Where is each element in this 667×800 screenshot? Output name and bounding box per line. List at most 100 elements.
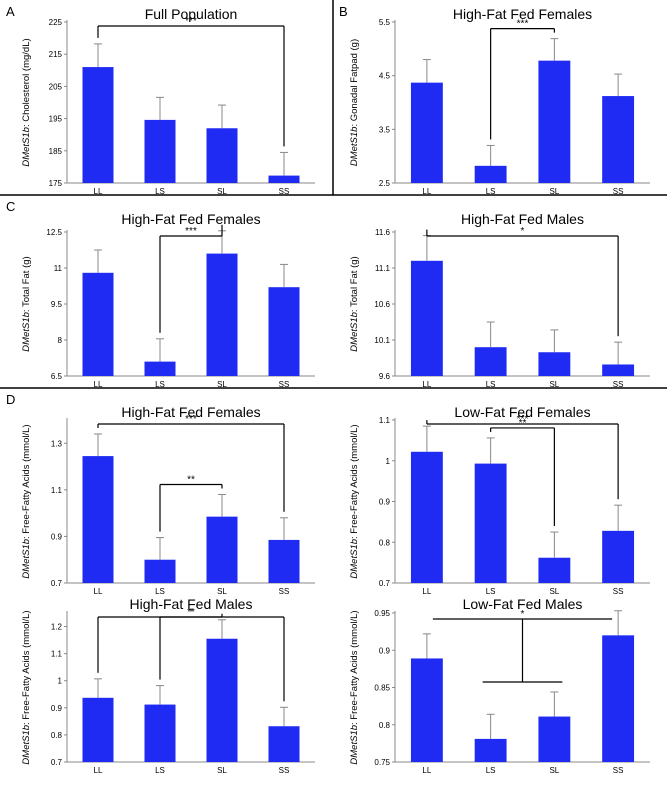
y-axis-label-italic: DMetS1b — [21, 725, 32, 765]
x-tick-label: SS — [279, 766, 290, 775]
panel-letter-b: B — [339, 4, 348, 19]
y-tick-label: 0.7 — [51, 758, 63, 767]
bar-sl — [206, 253, 238, 376]
y-tick-label: 0.95 — [374, 609, 390, 618]
y-tick-label: 4.5 — [379, 72, 391, 81]
bar-ll — [82, 456, 114, 583]
bar-ls — [474, 165, 507, 183]
chart-d-lff-ffa: Low-Fat Fed Females 0.7 0.8 0.9 1 1.1 DMetS1b:… — [349, 404, 650, 596]
x-tick-label: SL — [549, 766, 559, 775]
chart-b-gonadal-fatpad: High-Fat Fed Females 2.5 3.5 4.5 5.5 DMetS1b:… — [349, 6, 650, 196]
x-tick-label: LL — [94, 587, 103, 596]
y-tick-label: 0.8 — [379, 721, 391, 730]
y-tick-label: 1.1 — [51, 486, 63, 495]
x-tick-label: SL — [549, 380, 559, 389]
y-tick-label: 10.6 — [374, 300, 390, 309]
y-tick-label: 175 — [49, 179, 63, 188]
y-axis-label: DMetS1b: Free-Fatty Acids (mmol/L) — [21, 424, 32, 578]
y-tick-label: 1 — [58, 677, 63, 686]
bar-ls — [474, 347, 507, 376]
x-tick-label: LS — [486, 380, 496, 389]
x-tick-label: LS — [486, 187, 496, 196]
x-tick-label: LS — [486, 587, 496, 596]
y-axis-label-rest: : Free-Fatty Acids (mmol/L) — [349, 610, 360, 725]
bar-sl — [206, 516, 238, 583]
bar-sl — [206, 638, 238, 762]
bar-ll — [410, 260, 443, 376]
x-tick-label: SS — [613, 766, 624, 775]
y-axis-label-italic: DMetS1b — [349, 725, 360, 765]
y-tick-label: 0.9 — [51, 704, 63, 713]
sig-label: *** — [185, 414, 197, 425]
x-tick-label: SL — [217, 766, 227, 775]
y-tick-label: 9.5 — [51, 300, 63, 309]
bar-ss — [602, 364, 635, 376]
y-axis-label-italic: DMetS1b — [349, 312, 360, 352]
chart-d-hff-ffa: High-Fat Fed Females 0.7 0.9 1.1 1.3 DMetS1b:… — [21, 404, 315, 596]
bar-ss — [268, 175, 300, 183]
x-tick-label: LS — [155, 766, 165, 775]
bar-ll — [82, 272, 114, 376]
bar-sl — [538, 557, 571, 583]
y-tick-label: 0.7 — [379, 579, 391, 588]
y-tick-label: 195 — [49, 115, 63, 124]
x-tick-label: LS — [155, 587, 165, 596]
y-tick-label: 1.3 — [51, 439, 63, 448]
bar-ss — [602, 96, 635, 183]
bar-sl — [206, 128, 238, 183]
panel-letter-a: A — [6, 4, 15, 19]
bar-ll — [410, 451, 443, 583]
bar-ls — [144, 119, 176, 183]
y-tick-label: 215 — [49, 50, 63, 59]
y-axis-label: DMetS1b: Free-Fatty Acids (mmol/L) — [21, 610, 32, 764]
y-tick-label: 185 — [49, 147, 63, 156]
y-axis-label-rest: : Total Fat (g) — [21, 256, 32, 312]
x-tick-label: LL — [422, 766, 431, 775]
bar-ss — [268, 539, 300, 583]
y-axis-label: DMetS1b: Free-Fatty Acids (mmol/L) — [349, 424, 360, 578]
y-tick-label: 0.9 — [379, 498, 391, 507]
y-tick-label: 1.1 — [379, 416, 391, 425]
sig-label: * — [189, 607, 193, 618]
y-axis-label-rest: : Total Fat (g) — [349, 256, 360, 312]
y-tick-label: 9.6 — [379, 372, 391, 381]
y-axis-label: DMetS1b: Total Fat (g) — [349, 256, 360, 351]
y-tick-label: 0.8 — [51, 731, 63, 740]
x-tick-label: SS — [613, 380, 624, 389]
x-tick-label: SL — [549, 187, 559, 196]
chart-title: High-Fat Fed Males — [130, 596, 253, 612]
y-axis-label-rest: : Free-Fatty Acids (mmol/L) — [21, 424, 32, 539]
chart-title: Low-Fat Fed Males — [463, 596, 583, 612]
chart-title: Low-Fat Fed Females — [454, 404, 590, 420]
x-tick-label: SS — [613, 187, 624, 196]
bar-ls — [474, 463, 507, 583]
y-axis-label-italic: DMetS1b — [21, 312, 32, 352]
y-tick-label: 0.7 — [51, 579, 63, 588]
y-axis-label-rest: : Cholesterol (mg/dL) — [21, 38, 32, 127]
x-tick-label: LL — [94, 380, 103, 389]
bar-ls — [144, 559, 176, 583]
y-axis-label-italic: DMetS1b — [349, 127, 360, 167]
bar-sl — [538, 716, 571, 762]
y-tick-label: 2.5 — [379, 179, 391, 188]
bar-ll — [410, 658, 443, 762]
bar-ls — [144, 361, 176, 376]
chart-d-hfm-ffa: High-Fat Fed Males 0.7 0.8 0.9 1 1.1 1.2 DMetS1… — [21, 596, 315, 775]
y-axis-label: DMetS1b: Cholesterol (mg/dL) — [21, 38, 32, 166]
y-tick-label: 0.85 — [374, 684, 390, 693]
x-tick-label: LL — [422, 587, 431, 596]
y-tick-label: 11.1 — [375, 264, 391, 273]
sig-label: ** — [187, 607, 195, 618]
panel-letter-d: D — [6, 392, 15, 407]
y-tick-label: 8 — [58, 336, 63, 345]
y-tick-label: 6.5 — [51, 372, 63, 381]
y-axis-label-italic: DMetS1b — [349, 539, 360, 579]
y-tick-label: 5.5 — [379, 18, 391, 27]
x-tick-label: SS — [279, 587, 290, 596]
x-tick-label: LL — [94, 766, 103, 775]
chart-title: High-Fat Fed Females — [121, 211, 260, 227]
y-axis-label-rest: : Free-Fatty Acids (mmol/L) — [21, 610, 32, 725]
chart-c-hfm-total-fat: High-Fat Fed Males 9.6 10.1 10.6 11.1 11.6 DMe… — [349, 211, 650, 389]
y-axis-label: DMetS1b: Gonadal Fatpad (g) — [349, 39, 360, 166]
sig-label: *** — [185, 226, 197, 237]
